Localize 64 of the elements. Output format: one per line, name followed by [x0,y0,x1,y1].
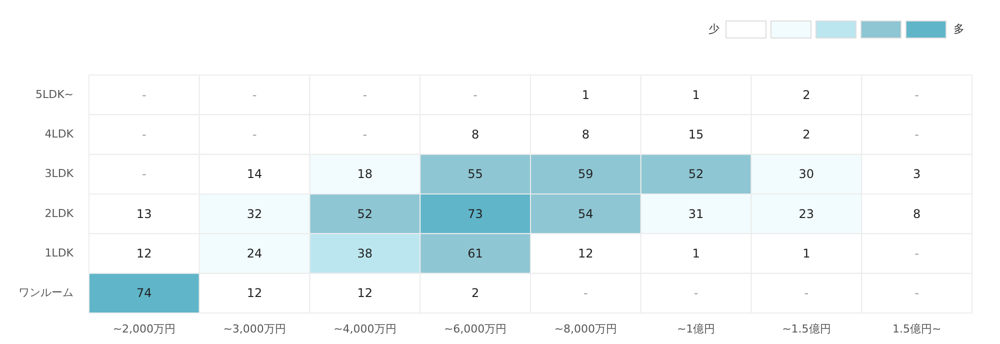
data-label: 3 [912,167,921,182]
x-tick-label: ~4,000万円 [334,322,396,336]
data-label: 61 [468,246,483,260]
data-label: 55 [468,167,483,182]
data-label: 1 [692,88,700,102]
data-label: 74 [136,286,152,300]
data-label: 13 [136,206,152,221]
text: - [252,128,257,142]
data-label: 14 [246,167,262,182]
text: - [252,88,257,102]
data-label: 38 [357,246,373,260]
data-label: 8 [582,128,590,142]
text: - [584,286,588,300]
data-label: 30 [798,167,814,182]
data-label: 52 [688,167,704,182]
x-tick-label: ~6,000万円 [444,322,507,336]
text: 多 [954,22,964,36]
text: - [362,88,368,102]
text: - [914,128,919,142]
data-label: 31 [688,206,704,221]
x-tick-label: ~2,000万円 [112,322,176,336]
text: - [694,286,698,300]
data-label: 1 [692,246,700,260]
data-label: 12 [357,286,373,300]
data-label: 59 [578,167,594,182]
data-label: 52 [357,206,373,221]
y-tick-label: 5LDK~ [35,88,74,101]
data-label: 54 [578,206,594,221]
data-label: 12 [246,286,262,300]
text: - [142,88,146,102]
text: - [914,88,919,102]
x-tick-label: ~1.5億円 [782,322,831,336]
y-tick-label: 3LDK [44,167,74,180]
text: 少 [708,22,720,36]
data-label: 8 [912,206,921,221]
data-label: 2 [802,88,810,102]
data-label: 1 [802,246,810,260]
data-label: 12 [136,246,152,260]
data-label: 1 [582,88,590,102]
data-label: 23 [798,206,814,221]
text: - [142,128,146,142]
data-label: 12 [578,246,594,260]
data-label: 32 [246,206,262,221]
y-tick-label: 4LDK [44,128,74,140]
text: - [362,128,368,142]
data-label: 2 [471,286,480,300]
data-label: 15 [688,128,704,142]
x-tick-label: ~8,000万円 [554,322,618,336]
data-label: 8 [471,128,480,142]
y-tick-label: 1LDK [44,246,74,260]
y-tick-label: ワンルーム [18,286,74,300]
data-label: 18 [357,167,373,182]
text: - [804,286,809,300]
data-label: 24 [246,246,262,260]
data-label: 2 [802,128,810,142]
text: - [914,286,919,300]
text: - [914,246,919,260]
text: - [473,88,478,102]
data-label: 73 [468,206,483,221]
y-tick-label: 2LDK [44,206,74,220]
text: - [142,167,146,182]
x-tick-label: ~3,000万円 [223,322,286,336]
x-tick-label: ~1億円 [676,322,716,336]
x-tick-label: 1.5億円~ [892,322,942,336]
